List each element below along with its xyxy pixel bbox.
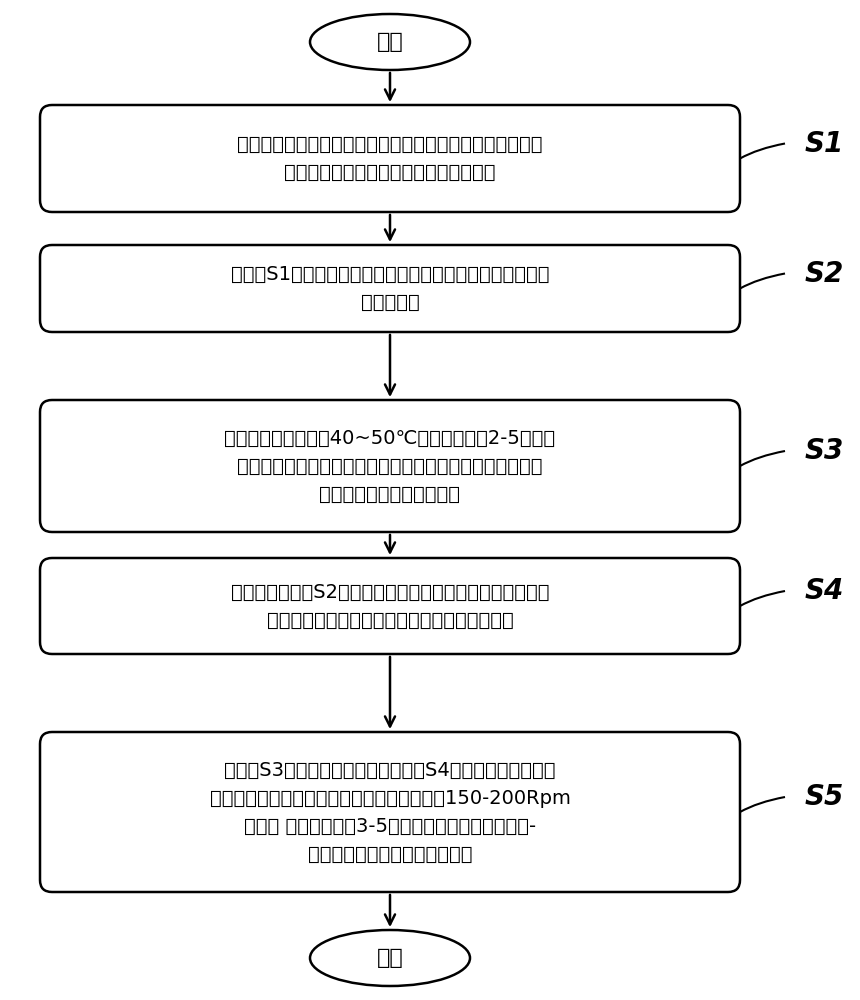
- Text: 结束: 结束: [377, 948, 403, 968]
- Text: 将步骤S3中的海藻酸钠膜放置在步骤S4中交联溶液的顶部，
获得水凝胶，将所述水凝胶在定轨振荡器上以150-200Rpm
的转速 在室温下搅拌3-5小时并干燥，获: 将步骤S3中的海藻酸钠膜放置在步骤S4中交联溶液的顶部， 获得水凝胶，将所述水凝…: [210, 760, 570, 863]
- Text: 开始: 开始: [377, 32, 403, 52]
- FancyBboxPatch shape: [40, 400, 740, 532]
- Text: S2: S2: [805, 259, 845, 288]
- Text: S4: S4: [805, 577, 845, 605]
- Text: 将氯化钙与步骤S2中的羟基磷灰石杂化纳米颗粒进行混合，
并经过超声处理加入到培养皿中，获得交联溶液: 将氯化钙与步骤S2中的羟基磷灰石杂化纳米颗粒进行混合， 并经过超声处理加入到培养…: [230, 582, 550, 630]
- Ellipse shape: [310, 930, 470, 986]
- Text: 将海藻酸钠水溶液在40~50℃温度下，搅拌2-5小时，
获得海藻酸钠水溶液，将藻酸钠水溶液加入到培养皿中进行
真空干燥，获得海藻酸钠膜: 将海藻酸钠水溶液在40~50℃温度下，搅拌2-5小时， 获得海藻酸钠水溶液，将藻…: [224, 428, 556, 504]
- Text: S5: S5: [805, 783, 845, 811]
- FancyBboxPatch shape: [40, 245, 740, 332]
- Ellipse shape: [310, 14, 470, 70]
- Text: S3: S3: [805, 437, 845, 465]
- FancyBboxPatch shape: [40, 105, 740, 212]
- FancyBboxPatch shape: [40, 558, 740, 654]
- Text: 将钙盐、磷酸钠和亚硝酸钠依次添加到十六烷基三甲基溴化
铵溶液中，进行水热处理，获得混合溶液: 将钙盐、磷酸钠和亚硝酸钠依次添加到十六烷基三甲基溴化 铵溶液中，进行水热处理，获…: [237, 135, 543, 182]
- Text: 将步骤S1中的混合溶液过滤后进行煅烧，获得羟基磷灰石杂
化纳米颗粒: 将步骤S1中的混合溶液过滤后进行煅烧，获得羟基磷灰石杂 化纳米颗粒: [230, 265, 550, 312]
- Text: S1: S1: [805, 129, 845, 157]
- FancyBboxPatch shape: [40, 732, 740, 892]
